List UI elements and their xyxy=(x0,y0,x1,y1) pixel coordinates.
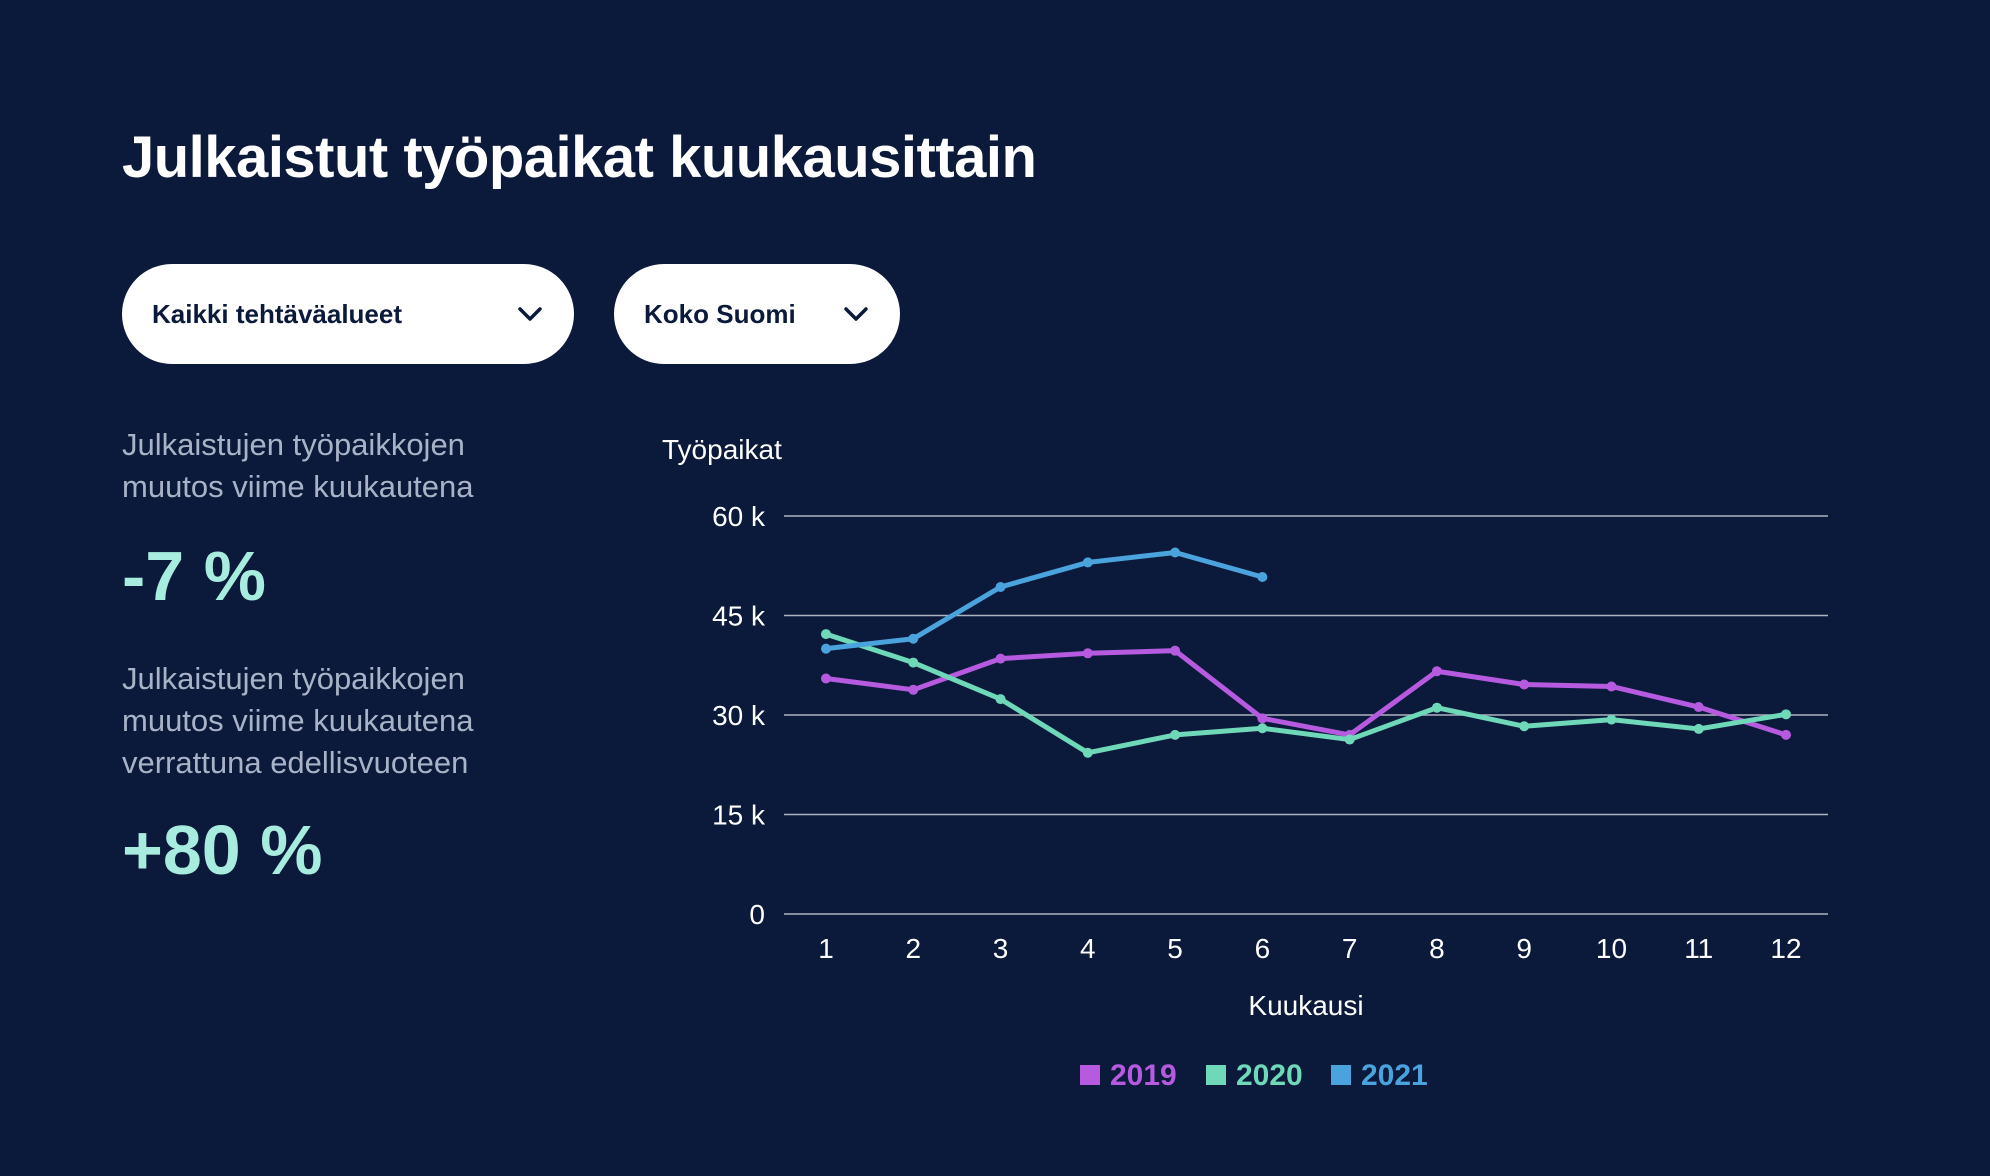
data-point-2020 xyxy=(995,694,1006,705)
data-point-2020 xyxy=(1693,723,1704,734)
x-tick-label: 4 xyxy=(1080,933,1096,964)
x-axis-label: Kuukausi xyxy=(1248,990,1363,1021)
data-point-2020 xyxy=(1519,721,1530,732)
series-line-2019 xyxy=(823,648,1789,738)
monthly-change-value: -7 % xyxy=(122,537,266,615)
data-point-2020 xyxy=(1344,734,1355,745)
data-point-2019 xyxy=(995,653,1006,664)
data-point-2020 xyxy=(821,629,831,640)
data-point-2020 xyxy=(1781,709,1791,720)
x-tick-label: 5 xyxy=(1167,933,1183,964)
x-tick-label: 12 xyxy=(1770,933,1801,964)
legend-label-2019: 2019 xyxy=(1110,1059,1177,1092)
data-point-2020 xyxy=(1431,702,1442,713)
data-point-2021 xyxy=(1082,557,1093,568)
data-point-2021 xyxy=(1257,572,1268,583)
y-tick-label: 60 k xyxy=(712,501,766,532)
y-tick-label: 45 k xyxy=(712,601,766,632)
x-tick-label: 2 xyxy=(905,933,921,964)
yearly-change-value: +80 % xyxy=(122,811,323,889)
data-point-2019 xyxy=(821,673,831,684)
x-tick-label: 9 xyxy=(1516,933,1532,964)
data-point-2019 xyxy=(1257,713,1268,724)
chevron-down-icon xyxy=(842,300,870,328)
data-point-2019 xyxy=(1693,702,1704,713)
data-point-2019 xyxy=(1170,645,1181,656)
x-tick-label: 11 xyxy=(1684,933,1713,964)
legend-swatch-2020 xyxy=(1206,1065,1226,1085)
data-point-2020 xyxy=(1082,747,1093,758)
data-point-2021 xyxy=(908,633,919,644)
x-tick-label: 7 xyxy=(1342,933,1358,964)
data-point-2019 xyxy=(908,684,919,695)
data-point-2021 xyxy=(821,643,831,654)
data-point-2020 xyxy=(1257,723,1268,734)
data-point-2019 xyxy=(1781,729,1791,740)
chevron-down-icon xyxy=(516,300,544,328)
region-dropdown-label: Koko Suomi xyxy=(644,298,796,329)
legend-label-2021: 2021 xyxy=(1361,1059,1428,1092)
page-title: Julkaistut työpaikat kuukausittain xyxy=(122,125,1037,190)
data-point-2019 xyxy=(1082,648,1093,659)
task-area-dropdown-label: Kaikki tehtäväalueet xyxy=(152,298,403,329)
series-line-2021 xyxy=(823,549,1265,652)
x-tick-label: 6 xyxy=(1255,933,1271,964)
x-tick-label: 3 xyxy=(993,933,1009,964)
data-point-2019 xyxy=(1431,666,1442,677)
y-tick-label: 30 k xyxy=(712,700,766,731)
data-point-2021 xyxy=(1170,547,1181,558)
data-point-2019 xyxy=(1519,679,1530,690)
y-axis-label: Työpaikat xyxy=(662,434,782,465)
y-tick-label: 0 xyxy=(749,899,765,930)
task-area-dropdown[interactable]: Kaikki tehtäväalueet xyxy=(122,264,574,364)
legend-swatch-2021 xyxy=(1331,1065,1351,1085)
monthly-change-label: Julkaistujen työpaikkojen muutos viime k… xyxy=(122,427,474,504)
region-dropdown[interactable]: Koko Suomi xyxy=(614,264,900,364)
series-line-2020 xyxy=(823,631,1789,756)
data-point-2020 xyxy=(908,657,919,668)
data-point-2020 xyxy=(1170,729,1181,740)
data-point-2019 xyxy=(1606,681,1617,692)
legend-label-2020: 2020 xyxy=(1236,1059,1303,1092)
x-tick-label: 10 xyxy=(1596,933,1627,964)
x-tick-label: 8 xyxy=(1429,933,1445,964)
data-point-2020 xyxy=(1606,714,1617,725)
data-point-2021 xyxy=(995,581,1006,592)
y-tick-label: 15 k xyxy=(712,800,766,831)
legend-swatch-2019 xyxy=(1080,1065,1100,1085)
yearly-change-label: Julkaistujen työpaikkojen muutos viime k… xyxy=(122,661,474,780)
x-tick-label: 1 xyxy=(818,933,834,964)
